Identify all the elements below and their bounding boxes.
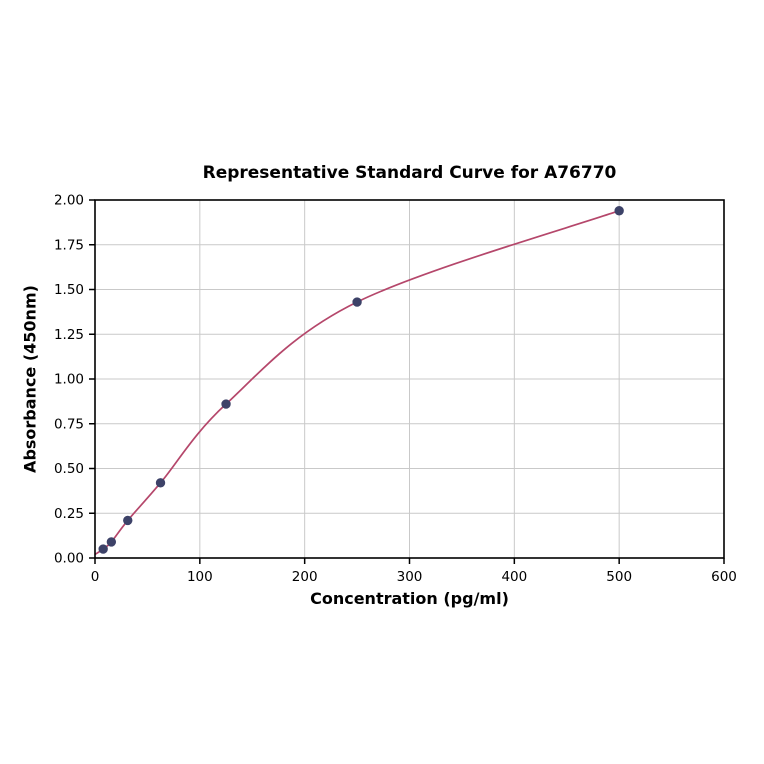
svg-text:1.00: 1.00 <box>54 372 84 388</box>
svg-text:300: 300 <box>397 569 423 585</box>
svg-text:2.00: 2.00 <box>54 193 84 209</box>
y-axis-label: Absorbance (450nm) <box>20 285 40 473</box>
svg-text:200: 200 <box>292 569 318 585</box>
chart-title: Representative Standard Curve for A76770 <box>202 163 617 183</box>
x-axis-label: Concentration (pg/ml) <box>310 589 509 608</box>
svg-text:0.75: 0.75 <box>54 416 84 432</box>
svg-text:0.00: 0.00 <box>54 551 84 567</box>
svg-text:0.50: 0.50 <box>54 461 84 477</box>
svg-text:1.75: 1.75 <box>54 237 84 253</box>
svg-text:400: 400 <box>501 569 527 585</box>
svg-text:500: 500 <box>606 569 632 585</box>
svg-text:100: 100 <box>187 569 213 585</box>
svg-text:1.25: 1.25 <box>54 327 84 343</box>
svg-text:600: 600 <box>711 569 737 585</box>
svg-text:0.25: 0.25 <box>54 506 84 522</box>
svg-text:0: 0 <box>91 569 100 585</box>
svg-text:1.50: 1.50 <box>54 282 84 298</box>
